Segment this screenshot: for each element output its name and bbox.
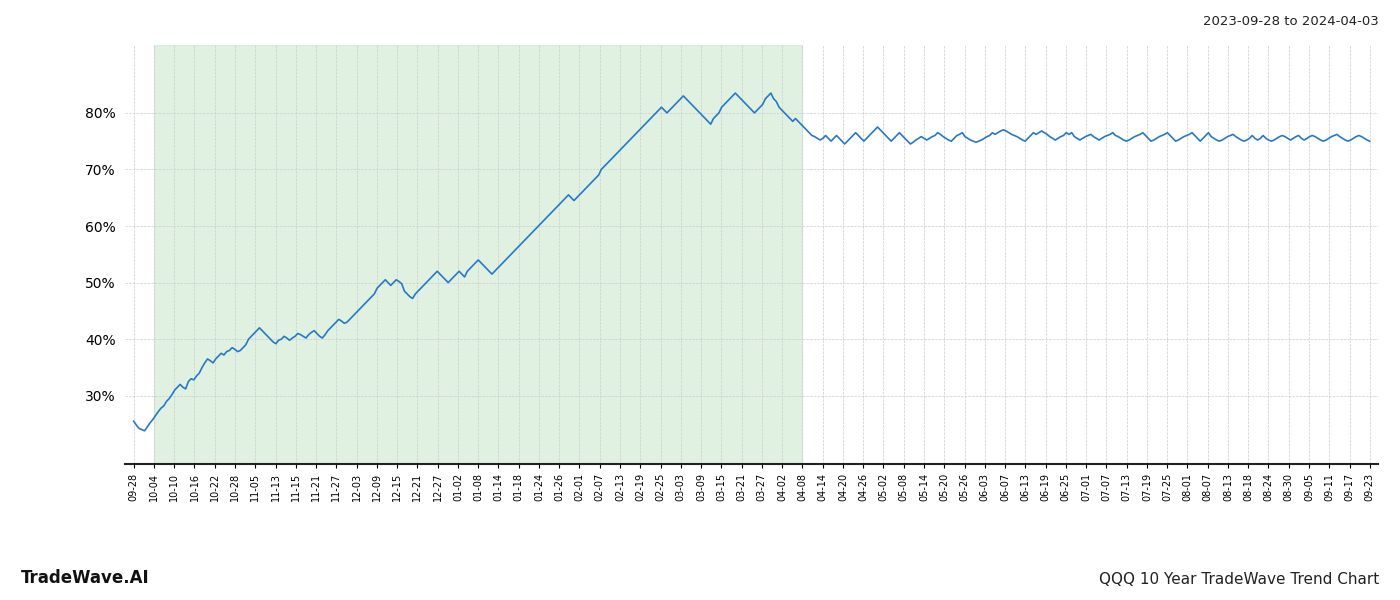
Bar xyxy=(154,45,802,464)
Text: 2023-09-28 to 2024-04-03: 2023-09-28 to 2024-04-03 xyxy=(1203,15,1379,28)
Text: QQQ 10 Year TradeWave Trend Chart: QQQ 10 Year TradeWave Trend Chart xyxy=(1099,572,1379,587)
Text: TradeWave.AI: TradeWave.AI xyxy=(21,569,150,587)
